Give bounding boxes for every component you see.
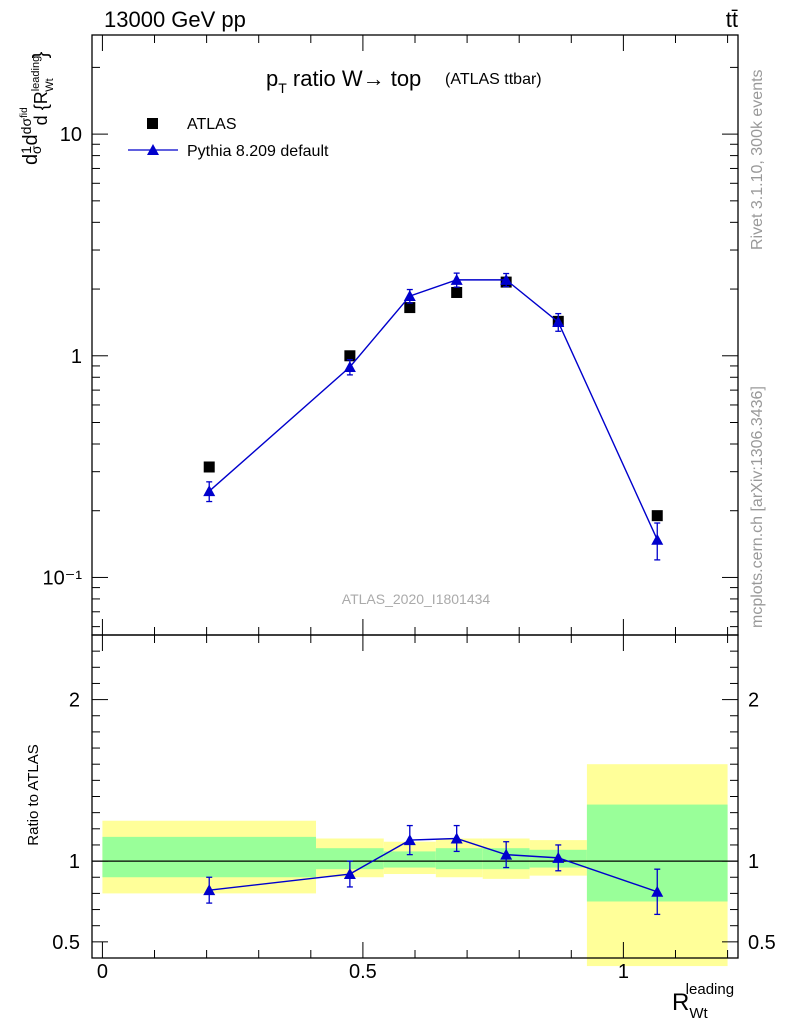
- svg-text:RWtleading: RWt leading: [672, 981, 734, 1022]
- main-y-axis-label: d1σddσfidd {Rleading Wt}: [18, 51, 56, 165]
- legend-pythia-marker: [147, 144, 159, 155]
- mcplots-label: mcplots.cern.ch [arXiv:1306.3436]: [749, 386, 766, 628]
- ratio-band-green-0: [102, 836, 317, 878]
- ratio-pythia-point-1: [343, 868, 356, 880]
- legend-atlas-label: ATLAS: [187, 116, 237, 133]
- process-label: tt̄: [726, 7, 738, 32]
- ratio-y-tick-label-right-2: 2: [748, 690, 759, 712]
- ratio-pythia-point-3: [450, 832, 463, 844]
- ratio-band-green-3: [435, 848, 483, 870]
- x-tick-label-0: 0: [97, 961, 108, 983]
- x-tick-label-1: 0.5: [349, 961, 377, 983]
- x-label-main: R: [672, 989, 689, 1016]
- analysis-watermark: ATLAS_2020_I1801434: [342, 591, 491, 607]
- main-y-tick-label-2: 10: [60, 124, 82, 146]
- atlas-point-1: [344, 350, 356, 362]
- x-axis-label: RWt leading: [672, 981, 734, 1022]
- pythia-point-5: [552, 316, 565, 328]
- title-small: (ATLAS ttbar): [445, 71, 542, 88]
- legend-atlas-marker: [147, 118, 158, 129]
- ratio-pythia-point-6: [651, 885, 664, 897]
- ratio-pythia-point-5: [552, 851, 565, 863]
- main-title: pT ratio W→ top (ATLAS ttbar): [266, 66, 542, 96]
- ratio-y-tick-label-left-0: 0.5: [52, 932, 80, 954]
- energy-label: 13000 GeV pp: [104, 7, 246, 32]
- x-tick-label-2: 1: [618, 961, 629, 983]
- ratio-y-tick-label-left-2: 2: [69, 690, 80, 712]
- title-sub: T: [278, 80, 287, 96]
- ratio-pythia-point-0: [203, 884, 216, 896]
- svg-text:pT ratio W→ top: pT ratio W→ top: [266, 66, 421, 96]
- pythia-point-6: [651, 533, 664, 545]
- x-label-sub: Wt: [689, 1005, 708, 1022]
- ratio-pythia-point-2: [403, 834, 416, 846]
- pythia-point-1: [343, 361, 356, 373]
- ratio-y-tick-label-right-1: 1: [748, 851, 759, 873]
- atlas-point-3: [451, 286, 463, 298]
- x-label-sup: leading: [686, 981, 734, 998]
- ratio-y-axis-label: Ratio to ATLAS: [25, 744, 42, 845]
- rivet-label: Rivet 3.1.10, 300k events: [749, 69, 766, 250]
- ratio-y-tick-label-left-1: 1: [69, 851, 80, 873]
- atlas-point-2: [404, 302, 416, 314]
- ratio-panel-bands: [92, 764, 738, 967]
- ratio-y-tick-label-right-0: 0.5: [748, 932, 776, 954]
- atlas-point-6: [651, 510, 663, 522]
- main-panel-content: 10⁻¹ 1 10: [43, 34, 739, 636]
- title-main: p: [266, 66, 278, 91]
- ratio-panel-content: 0 0.5 1 0.5 0.5 1 1 2 2: [52, 634, 776, 983]
- ratio-band-green-2: [383, 851, 436, 868]
- main-y-tick-label-0: 10⁻¹: [43, 567, 83, 589]
- atlas-point-0: [203, 461, 215, 473]
- pythia-point-2: [403, 290, 416, 302]
- pythia-line: [208, 279, 658, 540]
- main-y-tick-label-1: 1: [71, 346, 82, 368]
- legend: ATLAS Pythia 8.209 default: [128, 116, 329, 160]
- pythia-point-4: [500, 273, 513, 285]
- ratio-pythia-point-4: [500, 848, 513, 860]
- pythia-point-3: [450, 273, 463, 285]
- pythia-point-0: [203, 485, 216, 497]
- legend-pythia-label: Pythia 8.209 default: [187, 143, 329, 160]
- title-rest: ratio W→ top: [287, 66, 421, 91]
